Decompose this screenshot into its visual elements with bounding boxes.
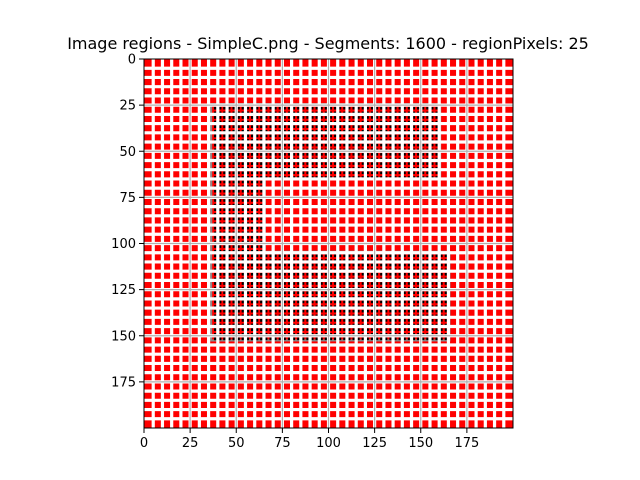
x-axis-ticks: 0 25 50 75 100 125 150 175	[140, 428, 479, 451]
y-tick-label: 150	[111, 329, 136, 344]
x-tick-label: 175	[454, 436, 479, 451]
y-tick-label: 50	[119, 145, 136, 160]
y-tick-label: 175	[111, 375, 136, 390]
chart-title: Image regions - SimpleC.png - Segments: …	[67, 34, 589, 53]
grid-lines	[144, 59, 513, 428]
y-tick-label: 0	[128, 53, 136, 68]
x-tick-label: 50	[228, 436, 245, 451]
y-tick-label: 75	[119, 191, 136, 206]
x-tick-label: 0	[140, 436, 148, 451]
y-axis-ticks: 0 25 50 75 100 125 150 175	[111, 53, 144, 391]
y-tick-label: 25	[119, 99, 136, 114]
x-tick-label: 125	[362, 436, 387, 451]
x-tick-label: 25	[182, 436, 199, 451]
x-tick-label: 150	[408, 436, 433, 451]
x-tick-label: 75	[274, 436, 291, 451]
x-tick-label: 100	[316, 436, 341, 451]
y-tick-label: 125	[111, 283, 136, 298]
y-tick-label: 100	[111, 237, 136, 252]
